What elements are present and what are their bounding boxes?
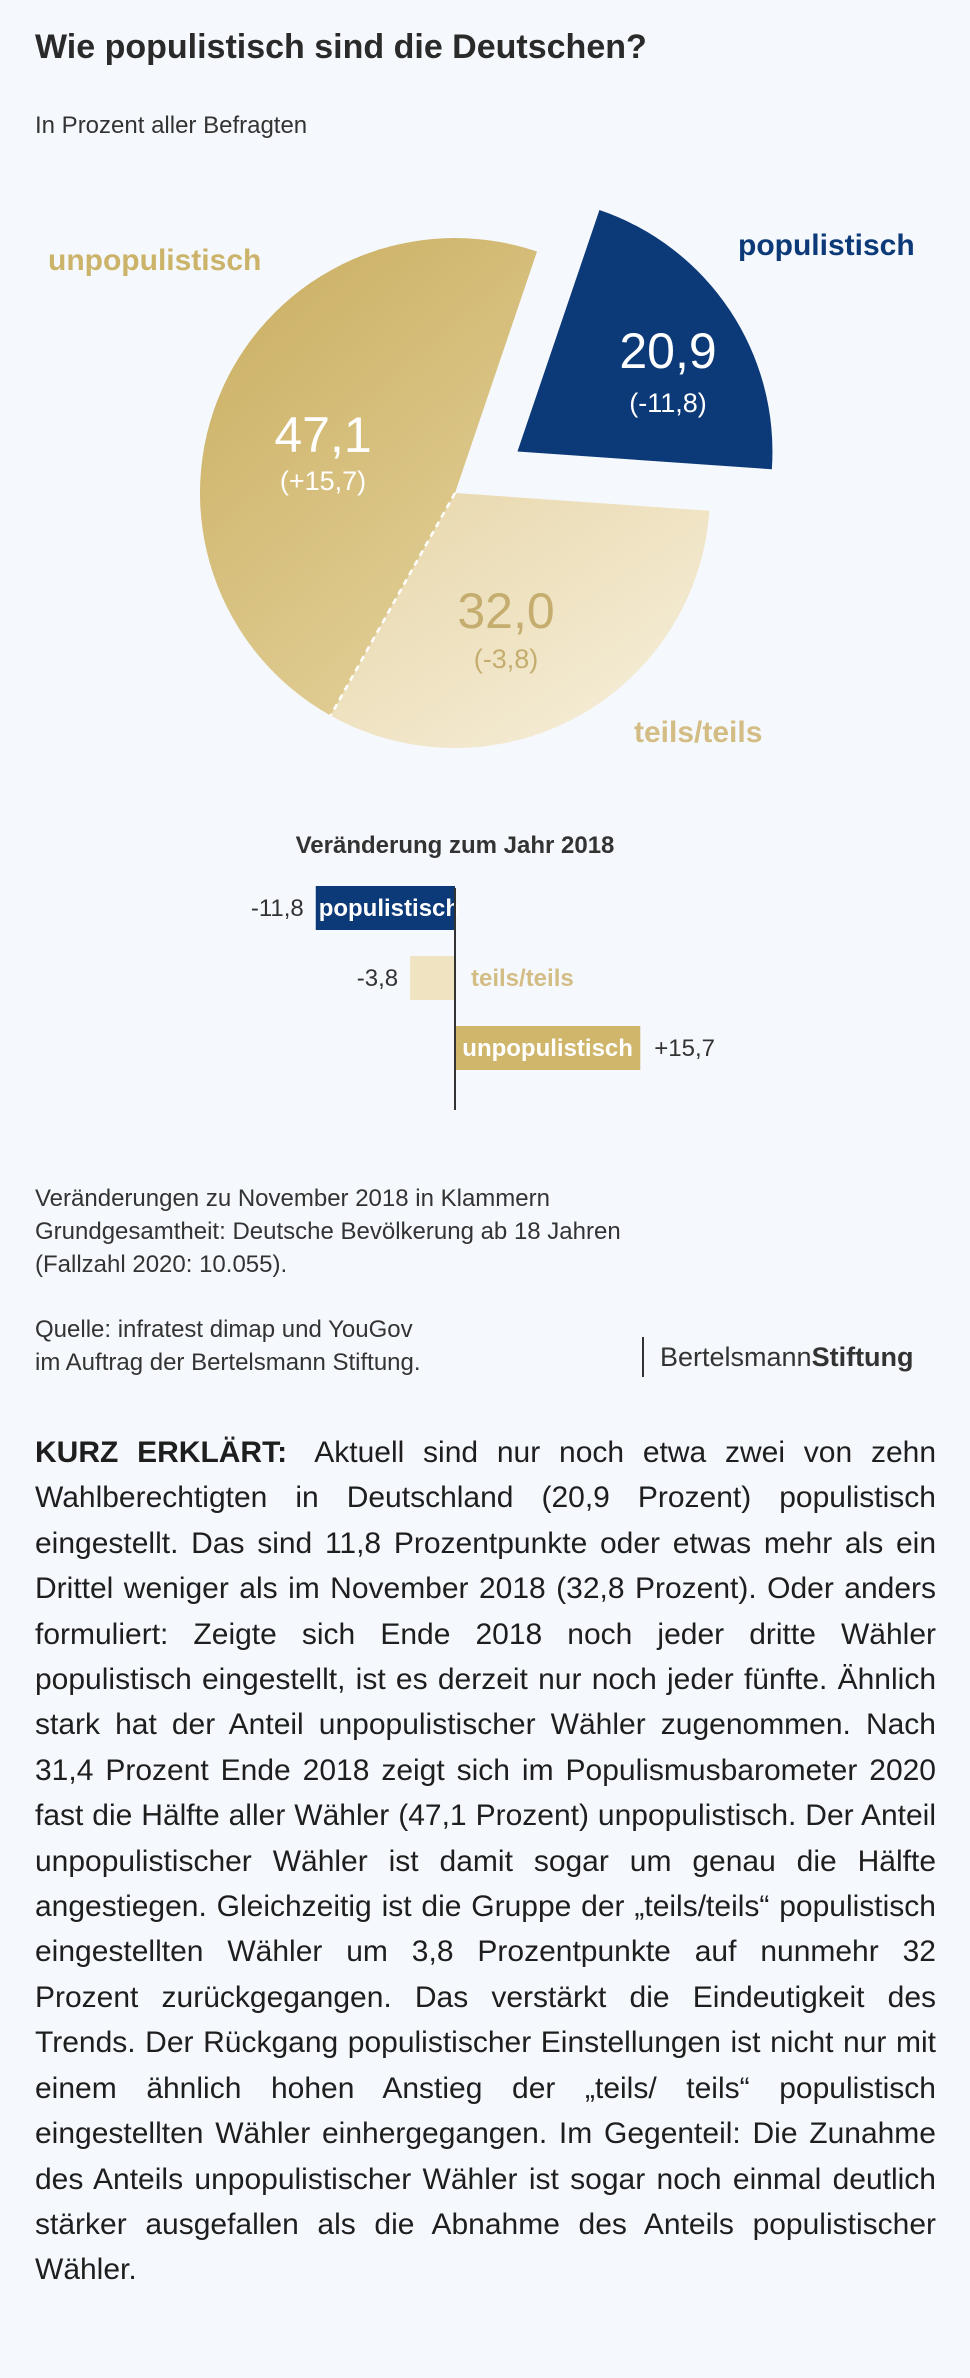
change-unpopulistisch: (+15,7) [280, 466, 366, 496]
change-bar-chart: Veränderung zum Jahr 2018 populistisch -1… [251, 832, 715, 1110]
change-teils-teils: (-3,8) [474, 644, 539, 674]
bar-value-label: -3,8 [357, 965, 398, 992]
bar-category-label: teils/teils [471, 965, 574, 992]
chart-title: Wie populistisch sind die Deutschen? [35, 28, 647, 66]
value-unpopulistisch: 47,1 [274, 407, 371, 463]
explanation-lead: KURZ ERKLÄRT: [35, 1436, 288, 1469]
source-line: Quelle: infratest dimap und YouGov [35, 1316, 413, 1343]
bar-unpopulistisch [455, 1026, 641, 1070]
slice-teils-teils [330, 493, 710, 749]
brand-part2: Stiftung [811, 1342, 914, 1372]
brand-part1: Bertelsmann [660, 1342, 812, 1372]
pie-chart: unpopulistisch populistisch teils/teils … [48, 210, 915, 749]
label-unpopulistisch: unpopulistisch [48, 244, 261, 277]
label-populistisch: populistisch [738, 229, 915, 262]
change-populistisch: (-11,8) [629, 388, 707, 418]
bar-category-label: unpopulistisch [462, 1035, 633, 1062]
value-teils-teils: 32,0 [457, 583, 554, 639]
bertelsmann-logo: BertelsmannStiftung [642, 1337, 914, 1377]
slice-divider [329, 492, 457, 717]
chart-subtitle: In Prozent aller Befragten [35, 112, 308, 139]
slice-unpopulistisch [199, 237, 538, 716]
bar-populistisch [315, 886, 455, 930]
bar-chart-title: Veränderung zum Jahr 2018 [296, 832, 615, 859]
value-populistisch: 20,9 [619, 323, 716, 379]
bar-category-label: populistisch [319, 895, 460, 922]
source: Quelle: infratest dimap und YouGov im Au… [35, 1313, 421, 1379]
source-line: im Auftrag der Bertelsmann Stiftung. [35, 1349, 421, 1376]
bar-value-label: -11,8 [251, 895, 304, 922]
label-teils-teils: teils/teils [634, 716, 762, 749]
note-line: Grundgesamtheit: Deutsche Bevölkerung ab… [35, 1218, 621, 1245]
bar-value-label: +15,7 [654, 1035, 715, 1062]
bar-teils-teils [410, 956, 455, 1000]
note-line: Veränderungen zu November 2018 in Klamme… [35, 1185, 550, 1212]
explanation-body: Aktuell sind nur noch etwa zwei von zehn… [35, 1436, 937, 2287]
note-line: (Fallzahl 2020: 10.055). [35, 1251, 288, 1278]
notes: Veränderungen zu November 2018 in Klamme… [35, 1182, 621, 1281]
slice-populistisch [517, 210, 773, 470]
explanation-text: KURZ ERKLÄRT: Aktuell sind nur noch etwa… [35, 1430, 936, 2293]
